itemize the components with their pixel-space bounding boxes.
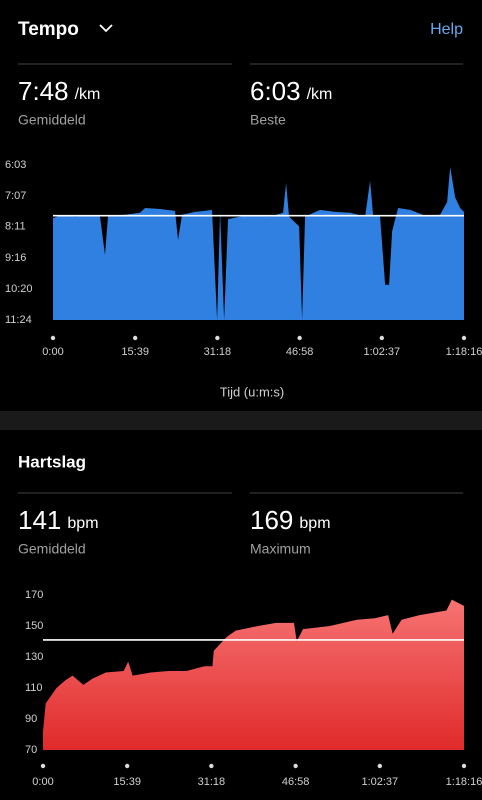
x-tick-label: 46:58 <box>286 346 314 358</box>
x-tick-label: 15:39 <box>113 776 141 788</box>
y-tick-label: 9:16 <box>5 252 26 264</box>
x-tick-label: 31:18 <box>204 346 232 358</box>
stat-unit: /km <box>307 86 333 103</box>
x-tick-dot <box>50 335 56 341</box>
y-tick-label: 110 <box>25 682 43 694</box>
x-tick-label: 15:39 <box>121 346 149 358</box>
y-tick-label: 8:11 <box>5 221 26 233</box>
x-tick-label: 0:00 <box>42 346 63 358</box>
stat-unit: bpm <box>299 515 330 532</box>
section-title[interactable]: Tempo <box>18 19 79 40</box>
x-tick-label: 0:00 <box>32 776 53 788</box>
x-tick-dot <box>461 763 467 769</box>
stat-label: Beste <box>250 112 286 128</box>
stat-unit: /km <box>75 86 101 103</box>
x-tick-dot <box>297 335 302 341</box>
x-tick-dot <box>293 763 298 769</box>
help-link[interactable]: Help <box>430 21 463 38</box>
x-tick-label: 1:18:16 <box>446 346 482 358</box>
y-tick-label: 6:03 <box>5 159 26 171</box>
x-axis-label: Tijd (u:m:s) <box>220 384 285 399</box>
x-tick-dot <box>124 763 130 769</box>
section-separator <box>0 411 482 430</box>
x-tick-dot <box>377 763 383 769</box>
y-tick-label: 130 <box>25 651 43 663</box>
stat-unit: bpm <box>67 515 98 532</box>
x-tick-dot <box>215 335 220 341</box>
y-tick-label: 90 <box>25 713 37 725</box>
x-tick-dot <box>132 335 138 341</box>
section-title: Hartslag <box>18 452 86 471</box>
y-tick-label: 7:07 <box>5 190 26 202</box>
stat-value: 7:48 <box>18 76 69 106</box>
x-tick-dot <box>379 335 385 341</box>
y-tick-label: 10:20 <box>5 283 33 295</box>
x-tick-dot <box>40 763 46 769</box>
stat-value: 6:03 <box>250 76 301 106</box>
x-tick-label: 1:02:37 <box>363 346 400 358</box>
stat-label: Maximum <box>250 541 311 557</box>
y-tick-label: 11:24 <box>5 314 32 326</box>
area <box>43 599 464 750</box>
x-tick-dot <box>461 335 467 341</box>
y-tick-label: 70 <box>25 744 37 756</box>
area <box>53 166 464 320</box>
x-tick-label: 1:02:37 <box>361 776 398 788</box>
stat-label: Gemiddeld <box>18 541 86 557</box>
x-tick-label: 31:18 <box>198 776 226 788</box>
stat-label: Gemiddeld <box>18 112 86 128</box>
dropdown-chevron[interactable] <box>99 24 113 33</box>
y-tick-label: 170 <box>25 589 43 601</box>
y-tick-label: 150 <box>25 620 43 632</box>
x-tick-label: 1:18:16 <box>446 776 482 788</box>
x-tick-dot <box>209 763 214 769</box>
stat-value: 141 <box>18 505 61 535</box>
x-tick-label: 46:58 <box>282 776 310 788</box>
stat-value: 169 <box>250 505 293 535</box>
